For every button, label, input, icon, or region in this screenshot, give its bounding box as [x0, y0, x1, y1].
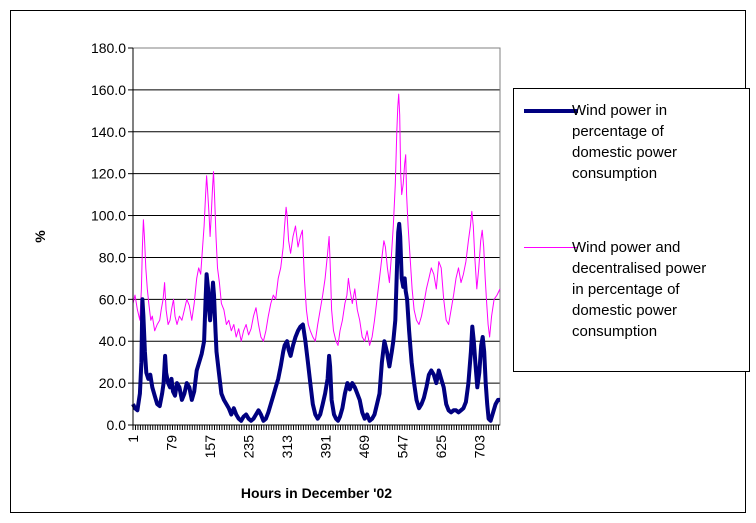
- y-tick-label: 40.0: [99, 333, 126, 349]
- axes: 0.0 20.0 40.0 60.0 80.0 100.0 120.0 140.0 160.0 1…: [91, 40, 500, 458]
- plot-area: [132, 47, 501, 426]
- legend-label-wind-decentralised: Wind power and decentralised power in pe…: [572, 239, 707, 340]
- series-line-wind-decentralised: [132, 93, 501, 346]
- gridlines: [133, 47, 500, 426]
- legend-swatch-wind-decentralised: [524, 247, 578, 248]
- x-tick-label: 157: [202, 435, 218, 459]
- y-axis-title: %: [32, 230, 48, 243]
- series-layer: [131, 93, 501, 423]
- x-tick-label: 703: [472, 435, 488, 459]
- legend-swatch-wind-power: [524, 109, 578, 113]
- y-tick-label: 0.0: [107, 417, 127, 433]
- x-tick-label: 469: [356, 435, 372, 459]
- legend: Wind power in percentage of domestic pow…: [513, 88, 750, 372]
- x-tick-label: 313: [279, 435, 295, 459]
- y-tick-label: 100.0: [91, 208, 126, 224]
- series-line-wind-power: [131, 221, 500, 423]
- x-tick-label: 547: [395, 435, 411, 459]
- x-tick-label: 391: [318, 435, 334, 459]
- legend-item-wind-power: Wind power in percentage of domestic pow…: [514, 95, 749, 215]
- x-axis-title: Hours in December '02: [241, 485, 392, 501]
- legend-item-wind-decentralised: Wind power and decentralised power in pe…: [514, 232, 749, 372]
- y-tick-label: 80.0: [99, 249, 126, 265]
- x-tick-label: 235: [241, 435, 257, 459]
- x-tick-label: 625: [433, 435, 449, 459]
- y-tick-label: 60.0: [99, 291, 126, 307]
- y-tick-label: 120.0: [91, 166, 126, 182]
- y-tick-label: 140.0: [91, 124, 126, 140]
- y-tick-label: 180.0: [91, 40, 126, 56]
- legend-label-wind-power: Wind power in percentage of domestic pow…: [572, 102, 678, 182]
- x-tick-label: 79: [164, 435, 180, 451]
- y-tick-label: 20.0: [99, 375, 126, 391]
- x-tick-label: 1: [125, 435, 141, 443]
- y-tick-label: 160.0: [91, 82, 126, 98]
